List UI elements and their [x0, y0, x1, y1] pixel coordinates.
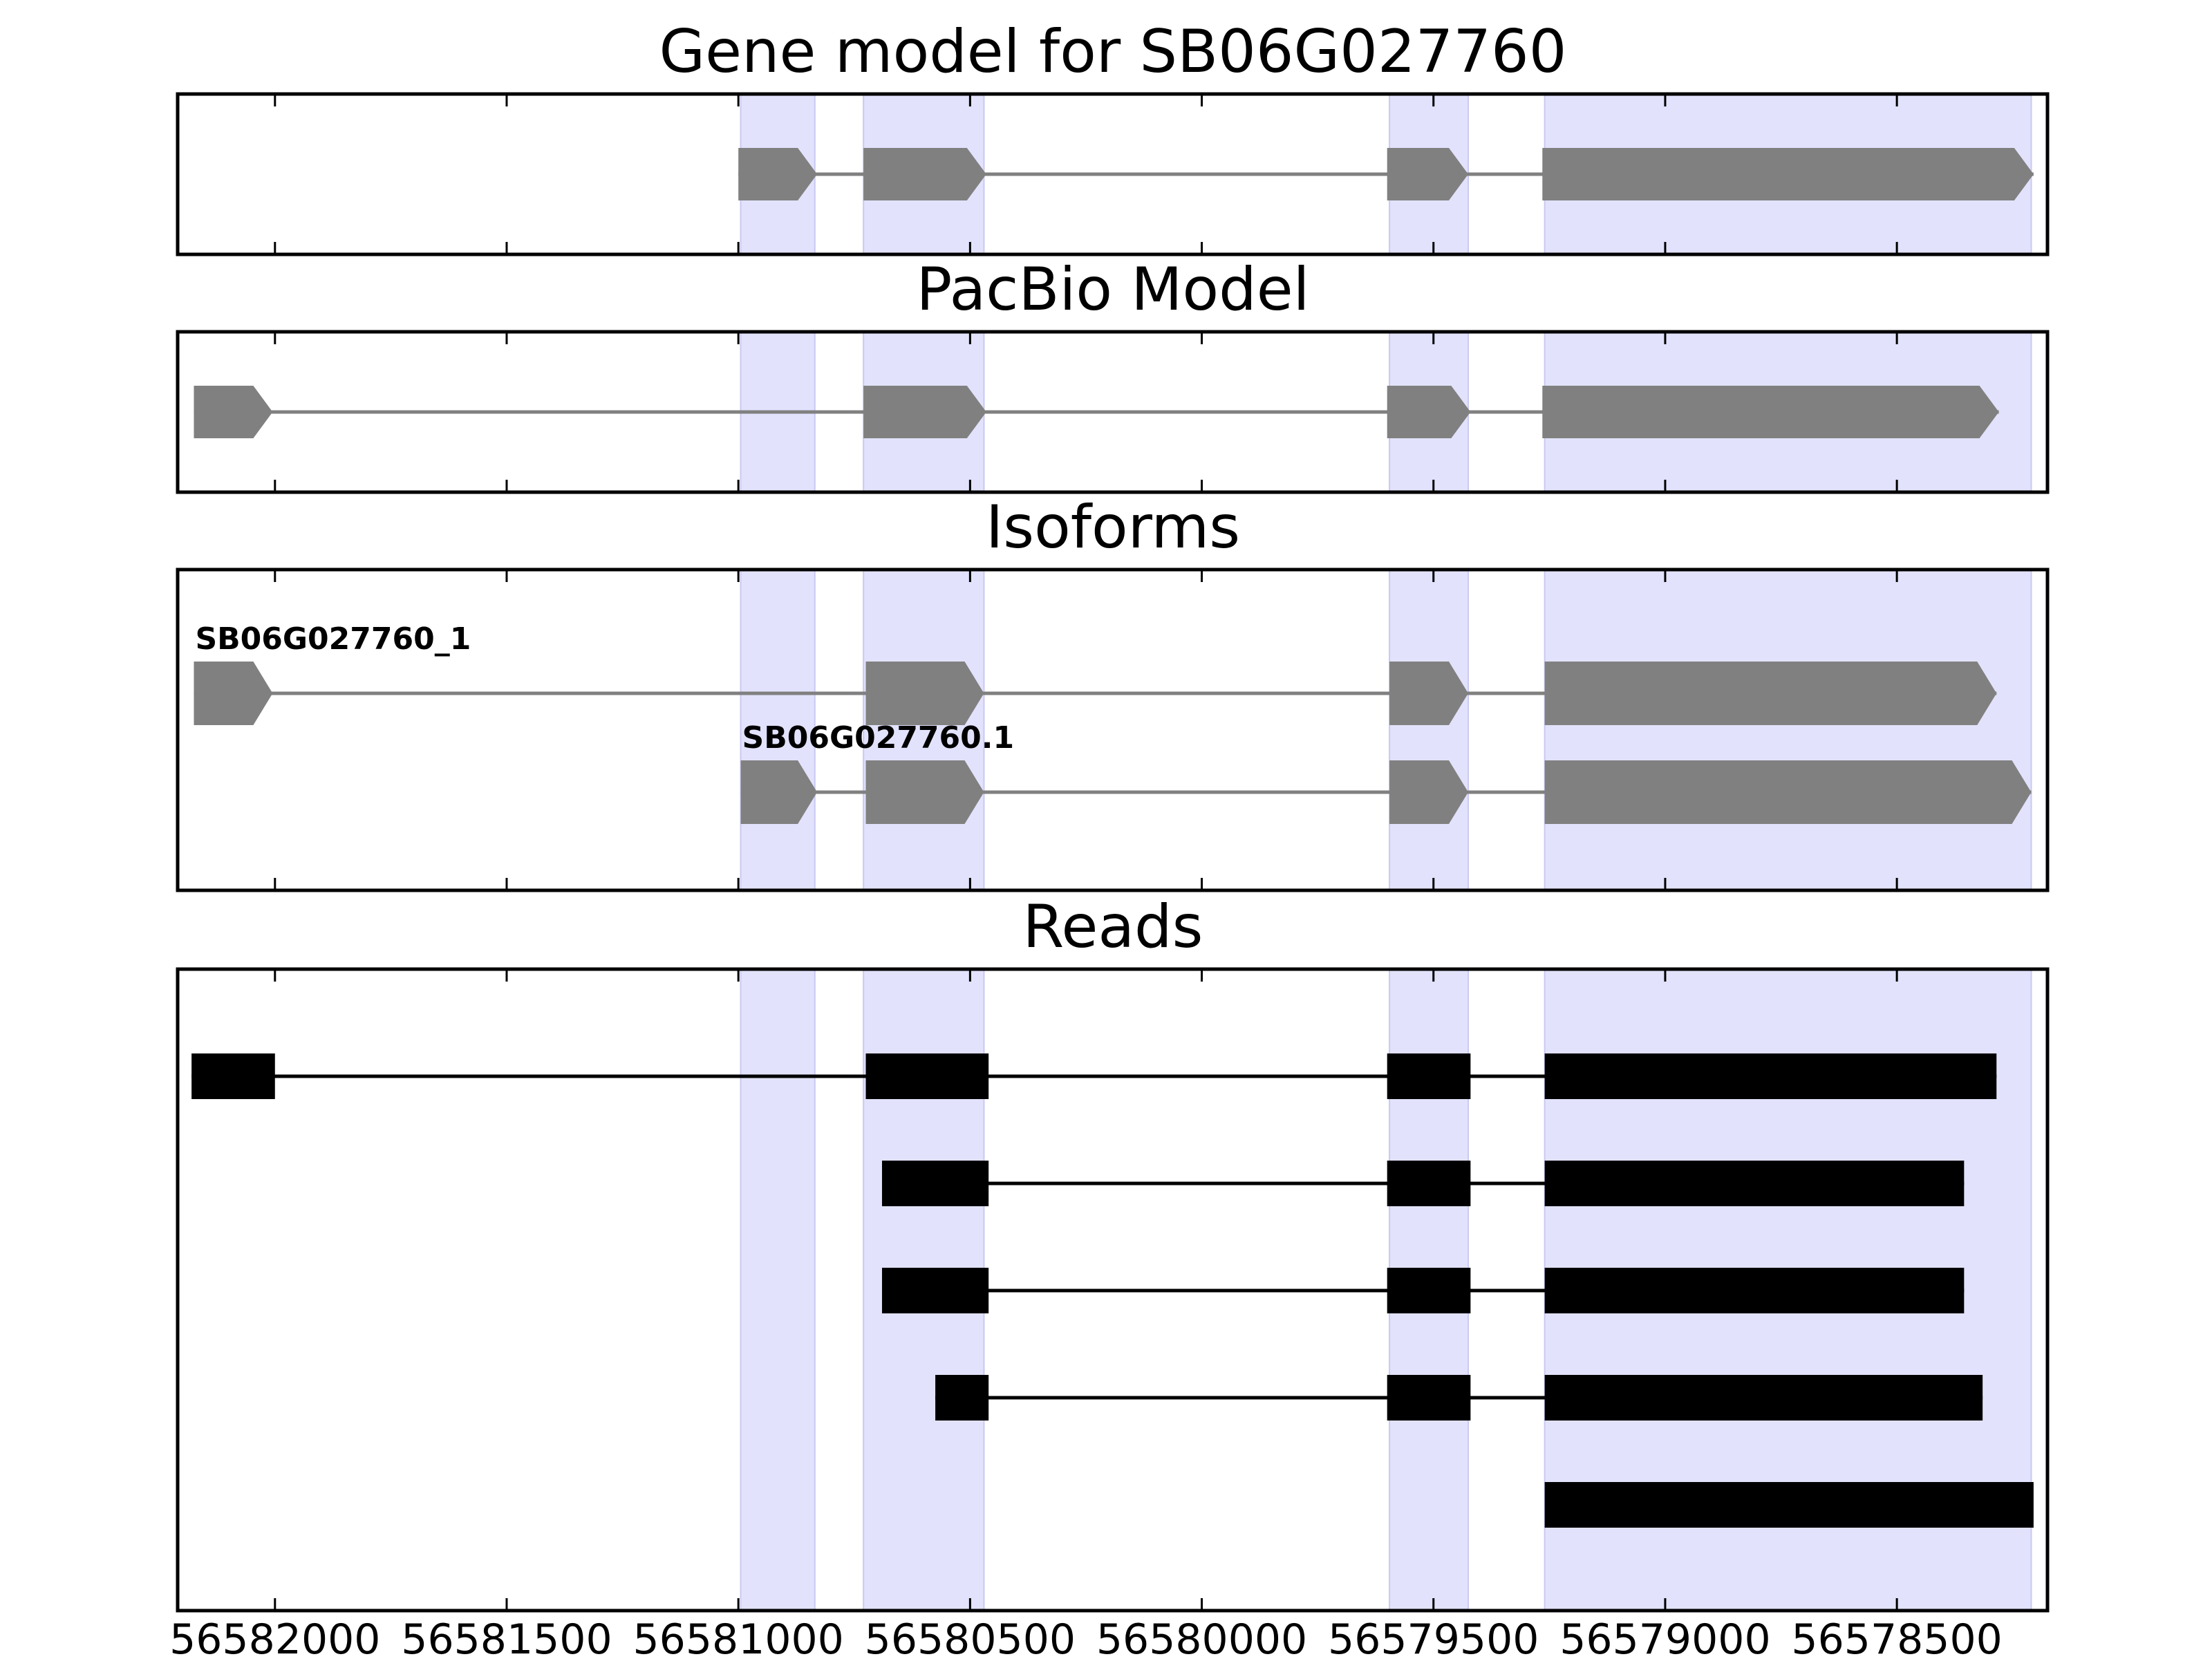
exon-arrow: [1542, 386, 1999, 438]
exon-arrow: [1389, 662, 1469, 725]
isoform-label: SB06G027760.1: [742, 720, 1015, 756]
exon-arrow: [1387, 148, 1469, 200]
x-tick-label: 56581000: [632, 1615, 843, 1659]
exon-highlight-band: [740, 569, 816, 891]
x-tick-label: 56582000: [169, 1615, 380, 1659]
panel-2: SB06G027760_1 SB06G027760.1: [176, 568, 2050, 892]
exon-arrow: [194, 662, 273, 725]
exon-arrow: [1389, 760, 1469, 824]
panel-title-gene-model: Gene model for SB06G027760: [659, 17, 1567, 86]
plot-marks: SB06G027760_1 SB06G027760.1 56582000 565815…: [169, 92, 2050, 1659]
read-exon-block: [865, 1053, 989, 1099]
read-exon-block: [881, 1161, 989, 1206]
panel-frame: [176, 92, 2050, 256]
read-exon-block: [1387, 1268, 1471, 1313]
read-exon-block: [1544, 1268, 1965, 1313]
exon-highlight-band: [1544, 569, 2032, 891]
panel-frame: [176, 967, 2050, 1613]
exon-arrow: [863, 386, 986, 438]
x-tick-label: 56578500: [1791, 1615, 2002, 1659]
panel-title-isoforms: Isoforms: [986, 493, 1240, 562]
x-tick-label: 56579500: [1328, 1615, 1539, 1659]
read-exon-block: [935, 1375, 989, 1421]
exon-arrow: [1542, 148, 2034, 200]
read-exon-block: [1387, 1161, 1471, 1206]
panel-0: [176, 92, 2050, 256]
exon-highlight-band: [740, 968, 816, 1611]
panel-title-reads: Reads: [1023, 892, 1203, 962]
panel-1: [176, 330, 2050, 494]
exon-arrow: [863, 148, 986, 200]
exon-arrow: [1387, 386, 1471, 438]
exon-arrow: [194, 386, 273, 438]
exon-arrow: [1544, 662, 1997, 725]
read-exon-block: [191, 1053, 275, 1099]
exon-highlight-band: [863, 569, 985, 891]
exon-arrow: [1544, 760, 2032, 824]
x-tick-label: 56580500: [865, 1615, 1076, 1659]
exon-arrow: [865, 760, 984, 824]
read-exon-block: [881, 1268, 989, 1313]
x-tick-label: 56581500: [401, 1615, 612, 1659]
read-exon-block: [1544, 1375, 1983, 1421]
read-exon-block: [1544, 1482, 2034, 1528]
read-exon-block: [1387, 1375, 1471, 1421]
isoform-label: SB06G027760_1: [195, 621, 471, 657]
read-exon-block: [1544, 1053, 1997, 1099]
panel-frame: [176, 330, 2050, 494]
read-exon-block: [1387, 1053, 1471, 1099]
x-tick-label: 56580000: [1096, 1615, 1307, 1659]
panel-title-pacbio-model: PacBio Model: [916, 255, 1309, 324]
exon-highlight-band: [1389, 569, 1470, 891]
read-exon-block: [1544, 1161, 1965, 1206]
exon-arrow: [738, 148, 818, 200]
x-tick-label: 56579000: [1559, 1615, 1770, 1659]
panel-3: [176, 967, 2050, 1613]
panel-frame: [176, 568, 2050, 892]
exon-arrow: [740, 760, 818, 824]
exon-arrow: [865, 662, 984, 725]
